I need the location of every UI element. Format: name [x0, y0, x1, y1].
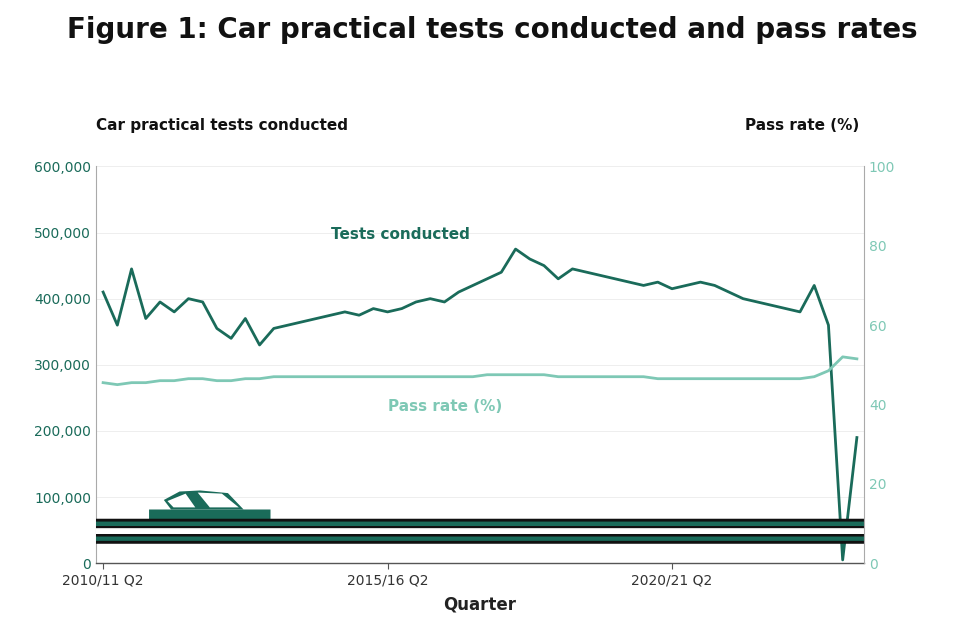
Circle shape [0, 527, 960, 536]
Circle shape [0, 529, 960, 533]
Polygon shape [164, 490, 244, 509]
Circle shape [0, 520, 960, 543]
Polygon shape [198, 493, 239, 508]
Circle shape [0, 522, 960, 540]
Circle shape [0, 520, 960, 543]
Text: Pass rate (%): Pass rate (%) [745, 118, 859, 133]
Text: Tests conducted: Tests conducted [330, 227, 469, 242]
Circle shape [0, 527, 960, 536]
Text: Pass rate (%): Pass rate (%) [388, 399, 502, 414]
FancyBboxPatch shape [149, 509, 271, 532]
Circle shape [0, 522, 960, 540]
Circle shape [0, 529, 960, 533]
X-axis label: Quarter: Quarter [444, 596, 516, 614]
Text: Car practical tests conducted: Car practical tests conducted [96, 118, 348, 133]
Polygon shape [167, 493, 195, 508]
Text: Figure 1: Car practical tests conducted and pass rates: Figure 1: Car practical tests conducted … [67, 16, 918, 44]
